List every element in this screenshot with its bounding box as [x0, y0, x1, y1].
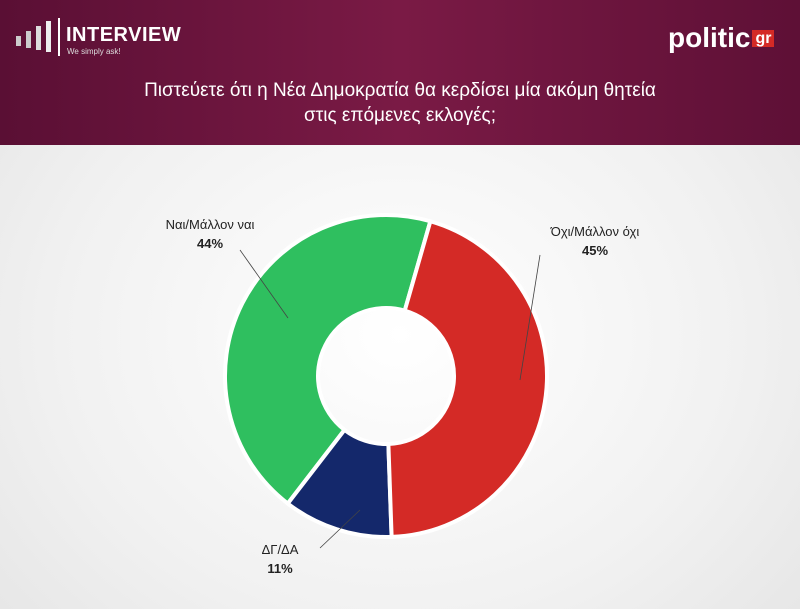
- donut-segment: [223, 213, 433, 507]
- site-suffix: gr: [752, 30, 775, 47]
- slice-label: Όχι/Μάλλον όχι 45%: [520, 222, 670, 260]
- leader-line: [319, 509, 361, 549]
- donut-segment: [284, 427, 394, 539]
- slice-label: Ναι/Μάλλον ναι 44%: [150, 215, 270, 253]
- slice-value: 11%: [267, 561, 293, 576]
- slice-name: Όχι/Μάλλον όχι: [550, 224, 640, 239]
- leader-line: [519, 254, 541, 381]
- slice-name: ΔΓ/ΔΑ: [261, 542, 299, 557]
- slice-name: Ναι/Μάλλον ναι: [165, 217, 255, 232]
- header: INTERVIEW We simply ask! politic gr Πιστε…: [0, 0, 800, 145]
- site: politic: [668, 22, 751, 53]
- donut-segment: [386, 218, 549, 539]
- logo-icon: [16, 18, 60, 56]
- chart-title: Πιστεύετε ότι η Νέα Δημοκρατία θα κερδίσ…: [144, 80, 656, 126]
- tagline: We simply ask!: [67, 47, 121, 56]
- slice-label: ΔΓ/ΔΑ 11%: [240, 540, 320, 578]
- site-logo: politic gr: [668, 22, 775, 54]
- slice-value: 44%: [196, 236, 224, 251]
- brand: INTERVIEW: [66, 24, 182, 46]
- leader-line: [239, 249, 289, 319]
- slice-value: 45%: [581, 243, 609, 258]
